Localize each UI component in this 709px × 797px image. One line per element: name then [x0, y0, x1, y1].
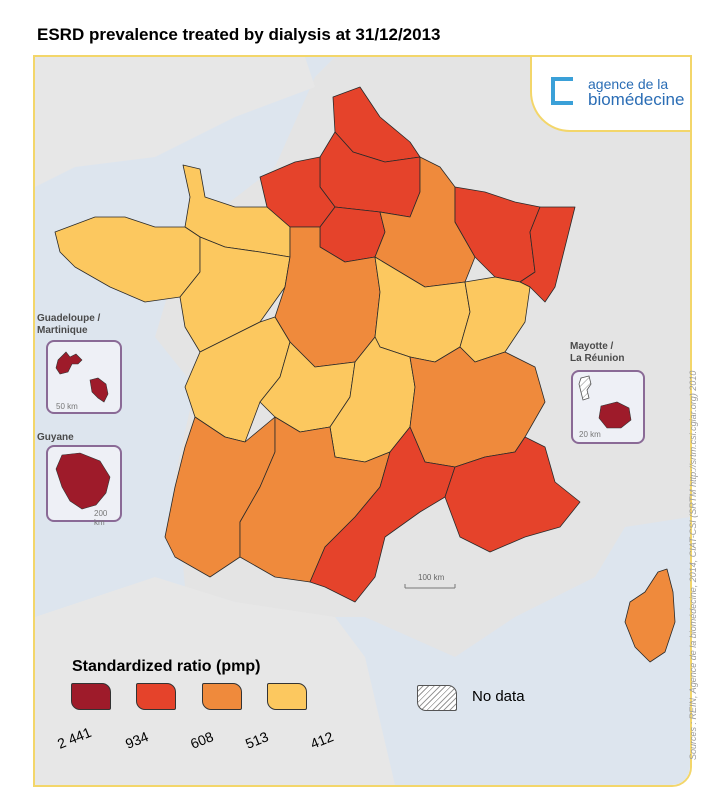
source-credit: Sources : REIN, Agence de la biomédecine…	[688, 370, 698, 760]
map-title: ESRD prevalence treated by dialysis at 3…	[37, 25, 441, 44]
region-guadeloupe[interactable]	[55, 351, 83, 375]
inset-guadeloupe-svg	[55, 351, 109, 403]
legend-swatch-3	[202, 683, 242, 710]
map-svg	[35, 57, 690, 785]
inset-guyane-scale: 200 km	[94, 509, 108, 527]
inset-guadeloupe-martinique: 50 km	[46, 340, 122, 414]
inset-mayotte-svg	[578, 375, 632, 429]
inset-guyane: 200 km	[46, 445, 122, 527]
legend-swatch-1	[71, 683, 111, 710]
region-guyane[interactable]	[55, 452, 111, 510]
inset-guadeloupe-scale: 50 km	[56, 402, 78, 411]
map-frame: agence de la biomédecine 100 km	[33, 55, 692, 787]
legend-nodata-label: No data	[472, 688, 525, 705]
region-alsace[interactable]	[519, 206, 576, 303]
inset-label-guyane: Guyane	[37, 432, 74, 443]
legend-nodata-swatch	[417, 685, 457, 711]
region-franche-comte[interactable]	[459, 276, 531, 363]
spain-land	[35, 577, 395, 785]
legend-title: Standardized ratio (pmp)	[72, 658, 261, 675]
logo: agence de la biomédecine	[588, 76, 684, 108]
map-scale-label: 100 km	[418, 573, 445, 582]
logo-line1: agence de la	[588, 76, 669, 92]
scale-bar	[404, 584, 456, 589]
logo-mark-icon	[551, 77, 573, 105]
logo-box: agence de la biomédecine	[530, 57, 690, 132]
inset-mayotte-reunion: 20 km	[571, 370, 645, 444]
region-languedoc-roussillon[interactable]	[309, 426, 456, 603]
region-la-reunion[interactable]	[598, 401, 632, 429]
region-mayotte[interactable]	[578, 375, 592, 401]
inset-label-mayotte: Mayotte / La Réunion	[570, 341, 625, 364]
region-paca[interactable]	[444, 436, 581, 553]
inset-label-guadeloupe: Guadeloupe / Martinique	[37, 313, 101, 336]
region-martinique[interactable]	[89, 377, 109, 403]
inset-guyane-svg	[55, 452, 111, 510]
region-corse[interactable]	[624, 568, 676, 663]
legend-swatch-4	[267, 683, 307, 710]
uk-land	[35, 57, 315, 187]
logo-line2: biomédecine	[588, 90, 685, 109]
inset-mayotte-scale: 20 km	[579, 430, 601, 439]
legend-swatch-2	[136, 683, 176, 710]
